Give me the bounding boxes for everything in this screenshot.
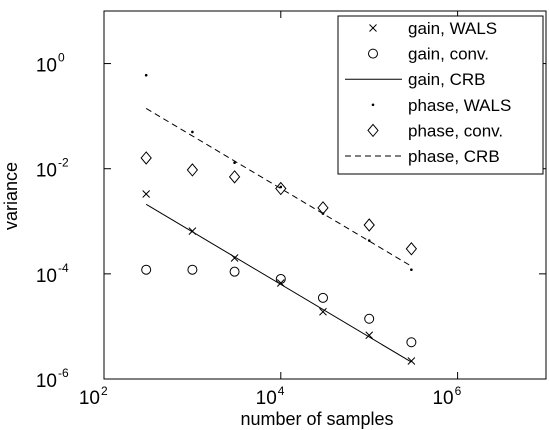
legend-label: phase, CRB <box>408 147 500 166</box>
data-point <box>191 130 194 134</box>
data-point <box>406 337 417 348</box>
data-point <box>319 307 327 316</box>
series-gain-crb <box>145 203 412 363</box>
data-point <box>141 264 152 275</box>
data-point <box>186 163 199 177</box>
data-point <box>365 331 374 340</box>
data-point <box>405 241 418 256</box>
legend-item-gain-crb: gain, CRB <box>345 70 485 89</box>
series-layer <box>140 73 418 365</box>
data-point <box>187 264 198 275</box>
legend-item-phase-conv: phase, conv. <box>367 121 503 140</box>
x-tick-labels: 10 2 10 4 10 6 <box>79 384 462 409</box>
y-tick-label-exponent: -2 <box>58 156 69 170</box>
data-point <box>275 273 286 284</box>
y-tick-label: 10 -6 <box>36 366 69 392</box>
data-point <box>407 357 416 365</box>
series-gain-conv <box>141 264 417 348</box>
y-tick-label: 10 0 <box>36 51 65 77</box>
x-tick-label-exponent: 4 <box>278 384 285 398</box>
legend: gain, WALS gain, conv. gain, CRB phase, WAL… <box>337 15 544 175</box>
legend-marker <box>367 123 379 138</box>
legend-label: phase, conv. <box>408 121 503 140</box>
series-line <box>145 203 412 363</box>
legend-marker <box>368 48 378 59</box>
legend-label: gain, conv. <box>408 45 489 64</box>
data-point <box>317 292 328 303</box>
y-tick-label-base: 10 <box>36 266 57 287</box>
data-point <box>233 161 236 165</box>
y-tick-label: 10 -4 <box>36 261 69 287</box>
legend-item-phase-wals: phase, WALS <box>371 96 511 115</box>
y-tick-label-exponent: -4 <box>58 261 69 275</box>
y-tick-label-base: 10 <box>36 371 57 392</box>
y-tick-label-base: 10 <box>36 161 57 182</box>
y-tick-label-base: 10 <box>36 56 57 77</box>
data-point <box>229 266 240 277</box>
x-tick-label: 10 6 <box>432 384 461 409</box>
legend-label: gain, CRB <box>408 70 485 89</box>
legend-item-gain-conv: gain, conv. <box>368 45 489 64</box>
legend-marker <box>371 103 375 107</box>
x-tick-label: 10 4 <box>256 384 285 409</box>
legend-label: gain, WALS <box>408 19 497 38</box>
legend-item-phase-crb: phase, CRB <box>345 147 500 166</box>
y-axis-label: variance <box>1 162 21 230</box>
data-point <box>410 268 413 271</box>
data-point <box>363 218 375 232</box>
y-tick-label-exponent: -6 <box>58 366 69 380</box>
data-point <box>140 151 152 165</box>
x-tick-label-base: 10 <box>256 388 277 409</box>
series-gain-wals <box>142 190 416 365</box>
data-point <box>144 73 148 77</box>
series-line <box>145 108 412 267</box>
legend-label: phase, WALS <box>408 96 511 115</box>
x-axis-label: number of samples <box>240 409 393 429</box>
legend-item-gain-wals: gain, WALS <box>369 19 497 38</box>
y-tick-label: 10 -2 <box>36 156 69 182</box>
x-tick-label-exponent: 6 <box>455 384 462 398</box>
series-phase-crb <box>145 108 412 267</box>
legend-marker <box>369 24 377 32</box>
x-tick-label-base: 10 <box>79 388 100 409</box>
data-point <box>142 190 151 198</box>
y-tick-label-exponent: 0 <box>58 51 65 65</box>
x-tick-label: 10 2 <box>79 384 108 409</box>
legend-box <box>337 15 544 175</box>
data-point <box>228 170 241 184</box>
x-tick-label-base: 10 <box>432 388 453 409</box>
x-tick-label-exponent: 2 <box>101 384 108 398</box>
data-point <box>364 313 375 324</box>
